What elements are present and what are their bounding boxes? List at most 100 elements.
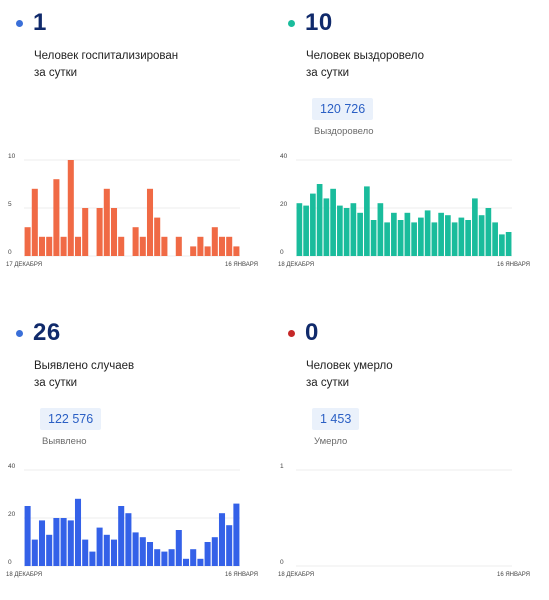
bar — [377, 203, 384, 256]
bar — [211, 537, 218, 566]
bar — [303, 205, 309, 256]
y-tick-label: 20 — [8, 511, 16, 518]
detected-caption: Выявлено случаев за сутки — [34, 360, 135, 389]
bar — [82, 208, 89, 256]
deaths-chart: 0 1 18 ДЕКАБРЯ 16 ЯНВАРЯ — [278, 463, 530, 578]
bar — [218, 236, 226, 256]
bar — [357, 212, 363, 256]
bar — [296, 203, 303, 256]
x-end-label: 16 ЯНВАРЯ — [497, 262, 530, 268]
bar — [330, 188, 336, 256]
bar — [350, 203, 357, 256]
y-tick-label: 0 — [280, 249, 284, 256]
bar — [60, 236, 67, 256]
bar — [384, 222, 390, 256]
bar — [53, 518, 60, 566]
y-tick-label: 0 — [280, 559, 284, 566]
bar — [431, 222, 438, 256]
deaths-caption: Человек умерло за сутки — [306, 360, 393, 389]
bar — [46, 236, 53, 256]
bar — [472, 198, 478, 256]
x-end-label: 16 ЯНВАРЯ — [497, 572, 530, 578]
bar — [53, 179, 60, 256]
bar — [132, 227, 139, 256]
bar — [146, 542, 154, 566]
y-tick-label: 40 — [8, 463, 16, 470]
bar — [103, 534, 110, 566]
bar — [103, 188, 110, 256]
hospitalized-panel: 1 Человек госпитализирован за сутки — [14, 6, 276, 82]
bar — [218, 513, 226, 566]
recovered-caption: Человек выздоровело за сутки — [306, 50, 425, 79]
bar — [161, 551, 168, 566]
bar — [74, 498, 82, 566]
stat-row: 10 — [286, 6, 548, 40]
bar — [190, 246, 197, 256]
bar — [118, 506, 125, 566]
bar — [67, 160, 74, 256]
bar — [190, 549, 197, 566]
x-end-label: 16 ЯНВАРЯ — [225, 572, 258, 578]
bar — [89, 551, 96, 566]
y-tick-label: 40 — [280, 153, 288, 160]
bar — [438, 212, 444, 256]
bar — [60, 518, 67, 566]
bar — [46, 534, 53, 566]
hospitalized-chart: 0 5 10 17 ДЕКАБРЯ 16 ЯНВАРЯ — [6, 153, 258, 268]
bar — [132, 532, 139, 566]
bar — [182, 558, 190, 566]
bar — [24, 506, 31, 566]
bar — [31, 188, 38, 256]
bar — [204, 542, 211, 566]
bar — [465, 220, 471, 256]
recovered-chart: 0 20 40 18 ДЕКАБРЯ 16 ЯНВАРЯ — [278, 153, 530, 268]
y-tick-label: 0 — [8, 249, 12, 256]
bar — [445, 215, 451, 256]
detected-chart: 0 20 40 18 ДЕКАБРЯ 16 ЯНВАРЯ — [6, 463, 258, 578]
bar — [424, 210, 431, 256]
detected-count: 26 — [33, 319, 61, 346]
bar — [67, 520, 74, 566]
bar — [226, 525, 233, 566]
bar — [24, 227, 31, 256]
bar — [411, 222, 417, 256]
bar — [337, 205, 343, 256]
deaths-total-label: Умерло — [314, 436, 348, 447]
bar — [38, 520, 46, 566]
bar — [404, 212, 411, 256]
bullet-dot-icon — [288, 329, 295, 337]
hospitalized-caption: Человек госпитализирован за сутки — [34, 50, 179, 79]
detected-total-label: Выявлено — [42, 436, 87, 447]
detected-panel: 26 Выявлено случаев за сутки 122 576 Выя… — [14, 316, 276, 447]
bar — [233, 503, 240, 566]
bar — [316, 184, 323, 256]
bar — [492, 222, 498, 256]
bar — [364, 186, 370, 256]
recovered-total-label: Выздоровело — [314, 126, 374, 137]
bar — [499, 234, 505, 256]
y-tick-label: 20 — [280, 201, 288, 208]
bar — [211, 227, 218, 256]
deaths-count: 0 — [305, 319, 319, 346]
x-start-label: 18 ДЕКАБРЯ — [278, 572, 314, 578]
bar — [125, 513, 132, 566]
bar — [397, 220, 404, 256]
bar — [38, 236, 46, 256]
deaths-panel: 0 Человек умерло за сутки 1 453 Умерло — [286, 316, 548, 447]
bar — [154, 217, 161, 256]
bar — [310, 193, 316, 256]
recovered-total: 120 726 — [312, 98, 374, 120]
bar — [82, 539, 89, 566]
bar — [485, 208, 492, 256]
bar — [370, 220, 377, 256]
bar — [175, 530, 182, 566]
bar — [154, 549, 161, 566]
x-start-label: 17 ДЕКАБРЯ — [6, 262, 42, 268]
y-tick-label: 5 — [8, 201, 12, 208]
bar — [161, 236, 168, 256]
bar — [418, 217, 424, 256]
bar — [31, 539, 38, 566]
detected-total: 122 576 — [40, 408, 102, 430]
bar — [204, 246, 211, 256]
bar — [175, 236, 182, 256]
